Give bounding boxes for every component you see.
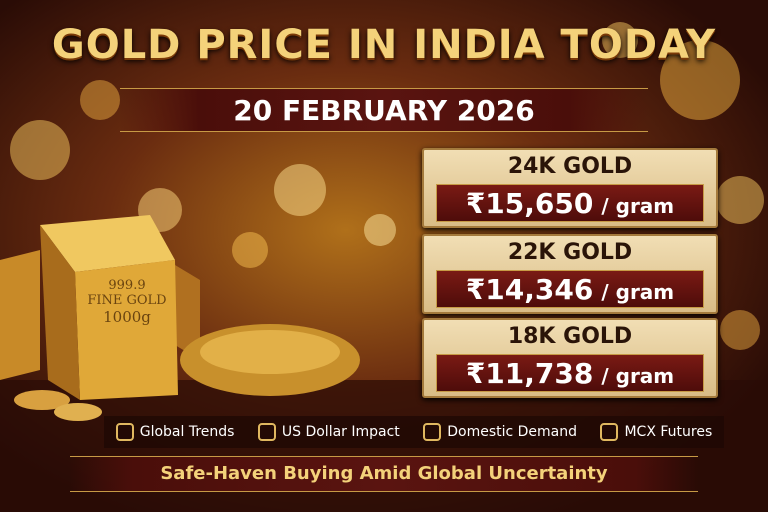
factor-bar: Global Trends US Dollar Impact Domestic De…: [104, 416, 724, 448]
bar-weight: 1000g: [103, 308, 151, 326]
bokeh: [10, 22, 764, 350]
factor-icon: [257, 423, 276, 441]
factor-label: MCX Futures: [624, 424, 713, 440]
coin: [54, 403, 102, 421]
price-card: 18K GOLD ₹11,738 / gram: [422, 318, 718, 398]
date-band: [120, 88, 648, 132]
price-card: 24K GOLD ₹15,650 / gram: [422, 148, 718, 228]
footer: Safe-Haven Buying Amid Global Uncertaint…: [70, 456, 698, 492]
gold-bar: [0, 250, 40, 380]
gold-bar: [75, 260, 178, 400]
coin: [14, 390, 70, 410]
factor-icon: [423, 423, 442, 441]
factor: MCX Futures: [600, 423, 712, 441]
bar-stamp: 999.9 FINE GOLD 1000g: [82, 278, 172, 326]
factor-label: Domestic Demand: [447, 424, 578, 440]
title: GOLD PRICE IN INDIA TODAY: [51, 22, 717, 68]
factor: US Dollar Impact: [257, 423, 400, 441]
gold-bar-top: [40, 215, 175, 272]
factor-icon: [600, 423, 619, 441]
date: 20 FEBRUARY 2026: [233, 94, 535, 127]
price-card: 22K GOLD ₹14,346 / gram: [422, 234, 718, 314]
bar-purity: 999.9: [108, 278, 146, 293]
karat-label: 18K GOLD: [507, 324, 633, 349]
gold-bar-side: [40, 225, 80, 400]
price: ₹15,650: [465, 187, 594, 220]
price-band: ₹14,346 / gram: [436, 270, 704, 308]
factor-label: Global Trends: [139, 424, 235, 440]
unit: / gram: [601, 280, 675, 304]
factor: Domestic Demand: [423, 423, 577, 441]
karat-label: 24K GOLD: [507, 154, 633, 179]
unit: / gram: [601, 194, 675, 218]
factor: Global Trends: [115, 423, 235, 441]
price-band: ₹11,738 / gram: [436, 354, 704, 392]
bar-label: FINE GOLD: [87, 293, 167, 308]
factor-label: US Dollar Impact: [281, 424, 400, 440]
unit: / gram: [601, 364, 675, 388]
karat-label: 22K GOLD: [507, 240, 633, 265]
price: ₹11,738: [465, 357, 594, 390]
price-band: ₹15,650 / gram: [436, 184, 704, 222]
price: ₹14,346: [465, 273, 594, 306]
factor-icon: [115, 423, 134, 441]
